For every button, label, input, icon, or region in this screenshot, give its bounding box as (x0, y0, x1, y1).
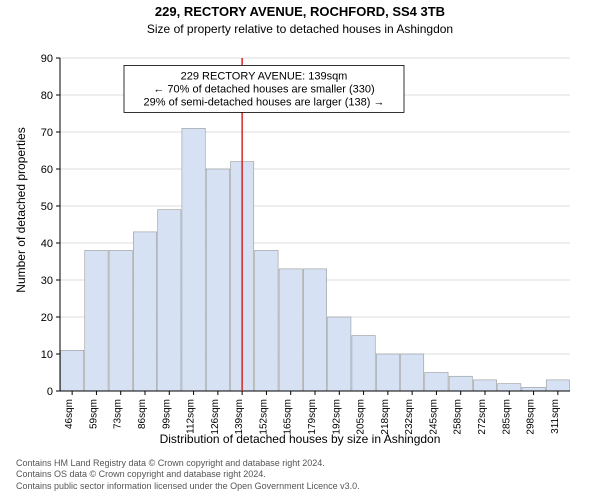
ytick-label: 50 (41, 201, 53, 213)
ytick-label: 60 (41, 164, 53, 176)
xtick-label: 139sqm (234, 399, 245, 435)
histogram-bar (85, 250, 108, 391)
xtick-label: 245sqm (428, 399, 439, 435)
histogram-bar (449, 376, 472, 391)
histogram-bar (376, 354, 399, 391)
histogram-plot: 0 10 20 30 40 50 60 70 80 90 46sqm 59sqm 73sqm 86sqm 9… (0, 0, 600, 460)
footer-line: Contains public sector information licen… (16, 481, 360, 492)
histogram-bar (473, 380, 496, 391)
histogram-bar (522, 387, 545, 391)
xtick-label: 59sqm (88, 399, 99, 429)
xtick-label: 258sqm (453, 399, 464, 435)
xtick-label: 152sqm (258, 399, 269, 435)
xtick-label: 192sqm (331, 399, 342, 435)
footer-line: Contains OS data © Crown copyright and d… (16, 469, 360, 480)
xtick-label: 232sqm (404, 399, 415, 435)
xtick-label: 218sqm (380, 399, 391, 435)
xtick-label: 272sqm (477, 399, 488, 435)
ytick-label: 10 (41, 349, 53, 361)
ytick-label: 80 (41, 90, 53, 102)
xtick-label: 99sqm (161, 399, 172, 429)
ytick-label: 90 (41, 53, 53, 65)
histogram-bar (255, 250, 278, 391)
xtick-label: 165sqm (283, 399, 294, 435)
histogram-bar (498, 384, 521, 391)
xtick-label: 285sqm (501, 399, 512, 435)
xtick-label: 311sqm (550, 399, 561, 434)
xtick-label: 46sqm (64, 399, 75, 429)
xtick-label: 205sqm (356, 399, 367, 435)
ytick-label: 20 (41, 312, 53, 324)
ytick-label: 0 (47, 386, 53, 398)
ytick-label: 40 (41, 238, 53, 250)
histogram-bar (425, 373, 448, 392)
histogram-bar (328, 317, 351, 391)
histogram-bar (109, 250, 132, 391)
histogram-bar (158, 210, 181, 391)
histogram-bar (400, 354, 423, 391)
annotation-text: 229 RECTORY AVENUE: 139sqm (181, 70, 348, 82)
ytick-label: 70 (41, 127, 53, 139)
xtick-label: 112sqm (186, 399, 197, 434)
xtick-label: 73sqm (113, 399, 124, 429)
x-axis-label: Distribution of detached houses by size … (0, 432, 600, 446)
histogram-bar (206, 169, 229, 391)
annotation-text: 29% of semi-detached houses are larger (… (144, 96, 385, 108)
footer-line: Contains HM Land Registry data © Crown c… (16, 458, 360, 469)
ytick-label: 30 (41, 275, 53, 287)
xtick-label: 126sqm (210, 399, 221, 435)
xtick-label: 86sqm (137, 399, 148, 429)
histogram-bar (303, 269, 326, 391)
xtick-label: 298sqm (526, 399, 537, 435)
footer-attribution: Contains HM Land Registry data © Crown c… (16, 458, 360, 492)
histogram-bar (60, 350, 83, 391)
histogram-bar (352, 336, 375, 392)
histogram-bar (546, 380, 569, 391)
annotation-text: ← 70% of detached houses are smaller (33… (153, 83, 374, 95)
xtick-label: 179sqm (307, 399, 318, 435)
histogram-bar (182, 128, 205, 391)
histogram-bar (133, 232, 156, 391)
histogram-bar (279, 269, 302, 391)
